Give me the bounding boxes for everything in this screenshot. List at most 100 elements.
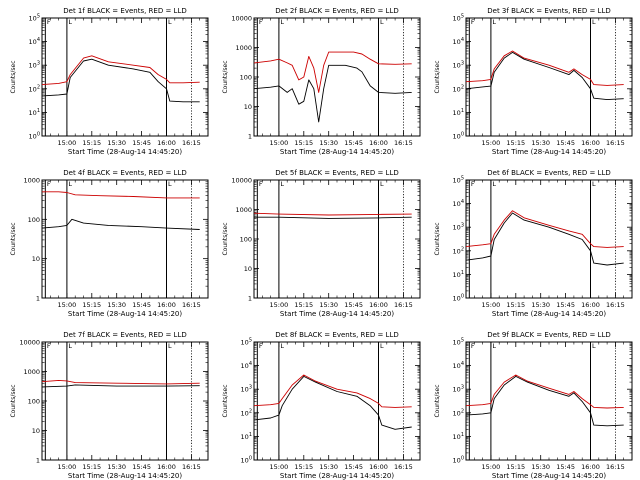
time-marker-label: L — [168, 18, 172, 26]
panel-det-9f: Det 9f BLACK = Events, RED = LLD 100 101 10… — [434, 331, 633, 480]
chart-title: Det 7f BLACK = Events, RED = LLD — [63, 331, 186, 339]
x-tick-label: 15:30 — [319, 139, 338, 147]
x-tick-label: 16:00 — [157, 139, 176, 147]
chart-title: Det 1f BLACK = Events, RED = LLD — [63, 7, 186, 15]
time-marker-label: L — [280, 342, 284, 350]
y-tick-label: 102 — [29, 84, 40, 93]
x-axis-label: Start Time (28-Aug-14 14:45:20) — [68, 472, 182, 480]
y-axis-label: Counts/sec — [10, 384, 17, 417]
x-tick-label: 15:00 — [482, 463, 501, 471]
x-tick-label: 15:30 — [531, 301, 550, 309]
x-tick-label: 16:15 — [394, 463, 413, 471]
x-tick-label: 16:00 — [369, 139, 388, 147]
x-tick-label: 15:45 — [556, 139, 575, 147]
x-tick-label: 15:15 — [294, 463, 313, 471]
time-marker-label: L — [280, 18, 284, 26]
x-axis-label: Start Time (28-Aug-14 14:45:20) — [280, 310, 394, 318]
x-tick-label: 15:45 — [556, 301, 575, 309]
series-line-lld — [465, 50, 624, 86]
x-tick-label: 15:15 — [82, 139, 101, 147]
y-tick-label: 101 — [453, 270, 464, 279]
series-line-events — [254, 216, 412, 219]
y-axis-label: Counts/sec — [434, 60, 441, 93]
x-tick-label: 15:30 — [319, 463, 338, 471]
x-tick-label: 15:00 — [58, 139, 77, 147]
time-marker-label: L — [68, 342, 72, 350]
time-marker-label: L — [592, 18, 596, 26]
x-tick-label: 16:00 — [581, 139, 600, 147]
x-tick-label: 16:15 — [182, 301, 201, 309]
y-axis-label: Counts/sec — [434, 222, 441, 255]
x-tick-label: 16:00 — [157, 463, 176, 471]
time-marker-label: L — [380, 180, 384, 188]
series-line-lld — [465, 374, 624, 409]
time-marker-label: L — [168, 342, 172, 350]
y-tick-label: 100 — [453, 456, 464, 465]
panel-det-7f: Det 7f BLACK = Events, RED = LLD 1 10 100 10… — [10, 331, 209, 480]
series-line-events — [465, 212, 624, 266]
x-tick-label: 15:15 — [294, 301, 313, 309]
chart-title: Det 6f BLACK = Events, RED = LLD — [487, 169, 610, 177]
y-tick-label: 103 — [29, 61, 40, 70]
y-tick-label: 103 — [453, 223, 464, 232]
series-line-lld — [41, 379, 200, 385]
y-axis-label: Counts/sec — [222, 60, 229, 93]
x-tick-label: 15:30 — [319, 301, 338, 309]
y-tick-label: 104 — [453, 361, 464, 370]
y-tick-label: 1 — [36, 295, 40, 303]
x-tick-label: 15:45 — [132, 463, 151, 471]
y-tick-label: 102 — [453, 84, 464, 93]
x-tick-label: 15:00 — [58, 301, 77, 309]
series-line-lld — [41, 55, 200, 86]
y-tick-label: 10000 — [231, 15, 252, 23]
chart-title: Det 2f BLACK = Events, RED = LLD — [275, 7, 398, 15]
series-line-lld — [253, 51, 412, 93]
x-tick-label: 16:15 — [606, 301, 625, 309]
x-tick-label: 15:15 — [82, 463, 101, 471]
time-marker-label: L — [492, 180, 496, 188]
x-tick-label: 15:30 — [531, 463, 550, 471]
x-tick-label: 15:45 — [132, 301, 151, 309]
y-tick-label: 104 — [453, 199, 464, 208]
y-tick-label: 100 — [453, 294, 464, 303]
y-tick-label: 105 — [453, 338, 464, 347]
time-marker-label: L — [492, 18, 496, 26]
y-tick-label: 1000 — [235, 206, 252, 214]
y-tick-label: 100 — [453, 132, 464, 141]
series-line-events — [253, 64, 412, 123]
x-tick-label: 16:15 — [606, 139, 625, 147]
y-tick-label: 100 — [240, 74, 252, 82]
x-tick-label: 15:15 — [506, 139, 525, 147]
y-tick-label: 104 — [453, 37, 464, 46]
x-tick-label: 15:00 — [58, 463, 77, 471]
panel-det-3f: Det 3f BLACK = Events, RED = LLD 100 101 10… — [434, 7, 633, 156]
y-tick-label: 101 — [29, 108, 40, 117]
y-tick-label: 101 — [453, 108, 464, 117]
series-line-lld — [253, 374, 412, 408]
time-marker-label: L — [592, 180, 596, 188]
y-tick-label: 102 — [241, 408, 252, 417]
chart-title: Det 5f BLACK = Events, RED = LLD — [275, 169, 398, 177]
y-tick-label: 10 — [32, 427, 40, 435]
x-axis-label: Start Time (28-Aug-14 14:45:20) — [68, 310, 182, 318]
x-axis-label: Start Time (28-Aug-14 14:45:20) — [280, 472, 394, 480]
time-marker-label: L — [68, 180, 72, 188]
x-tick-label: 16:15 — [182, 139, 201, 147]
x-tick-label: 15:00 — [270, 139, 289, 147]
x-tick-label: 15:00 — [270, 301, 289, 309]
series-line-events — [465, 375, 624, 427]
x-tick-label: 16:00 — [369, 463, 388, 471]
y-tick-label: 1000 — [235, 44, 252, 52]
y-tick-label: 10 — [32, 255, 40, 263]
time-marker-label: L — [168, 180, 172, 188]
y-tick-label: 1000 — [23, 177, 40, 185]
x-tick-label: 16:00 — [369, 301, 388, 309]
time-marker-label: L — [592, 342, 596, 350]
y-tick-label: 104 — [29, 37, 40, 46]
time-marker-label: F — [471, 180, 475, 188]
x-tick-label: 16:15 — [394, 301, 413, 309]
x-axis-label: Start Time (28-Aug-14 14:45:20) — [492, 148, 606, 156]
x-axis-label: Start Time (28-Aug-14 14:45:20) — [280, 148, 394, 156]
series-line-lld — [42, 191, 200, 199]
y-tick-label: 100 — [28, 398, 40, 406]
